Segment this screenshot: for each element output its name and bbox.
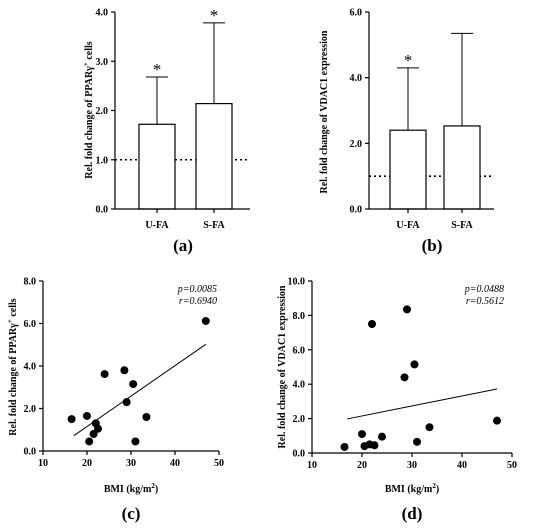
data-point <box>89 430 98 438</box>
y-tick-label: 4.0 <box>350 73 363 84</box>
panel-label: (b) <box>422 236 443 255</box>
panel-a-bar-chart: * U-FA * S-FA 0.0 1.0 2.0 3.0 4.0 Rel. fold chang… <box>82 6 250 255</box>
y-tick-label: 2.0 <box>24 404 37 415</box>
data-point <box>410 360 419 369</box>
panel-b-bar-chart: * U-FA S-FA 0.0 2.0 4.0 6.0 Rel. fold change of… <box>319 8 494 255</box>
data-point <box>368 320 376 328</box>
y-axis-label: Rel. fold change of VDAC1 expression <box>319 30 330 193</box>
y-tick-label: 4.0 <box>293 380 306 391</box>
bar-u-fa <box>138 123 176 210</box>
data-point <box>85 437 94 446</box>
y-tick-label: 0.0 <box>96 205 109 216</box>
y-tick-label: 0.0 <box>293 449 306 460</box>
y-tick-label: 3.0 <box>96 57 109 68</box>
y-tick-label: 6.0 <box>350 8 363 19</box>
data-point <box>142 413 151 421</box>
y-tick-label: 6.0 <box>24 319 37 330</box>
data-point <box>129 380 138 389</box>
x-tick-label: S-FA <box>203 220 225 231</box>
y-axis-label: Rel. fold change of PPARγ+ cells <box>82 41 95 178</box>
x-tick-label: 10 <box>38 458 48 469</box>
bar-s-fa <box>195 103 233 210</box>
r-value: r=0.5612 <box>466 296 504 307</box>
x-tick-label: 10 <box>307 460 317 471</box>
data-point <box>100 370 109 379</box>
x-tick-label: 50 <box>507 460 517 471</box>
y-tick-label: 1.0 <box>96 155 109 166</box>
y-axis-label: Rel. fold change of VDAC1 expression <box>277 285 288 448</box>
bar-u-fa <box>389 129 427 210</box>
data-point <box>413 437 421 446</box>
y-tick-label: 6.0 <box>293 345 306 356</box>
data-point <box>493 416 501 425</box>
x-axis-label: BMI (kg/m2) <box>104 482 158 495</box>
x-tick-label: 40 <box>457 460 467 471</box>
data-point <box>83 411 91 420</box>
x-axis-label: BMI (kg/m2) <box>385 482 439 495</box>
y-tick-label: 2.0 <box>350 139 363 150</box>
regression-line <box>346 388 498 420</box>
x-tick-label: 30 <box>126 458 136 469</box>
data-point <box>120 366 129 375</box>
panel-label: (c) <box>122 504 141 523</box>
data-point <box>378 432 386 441</box>
data-point <box>94 424 102 433</box>
x-tick-label: 40 <box>170 458 180 469</box>
x-tick-label: 20 <box>82 458 92 469</box>
x-tick-label: 50 <box>214 458 224 469</box>
significance-marker: * <box>404 51 413 70</box>
x-tick-label: U-FA <box>145 220 169 231</box>
r-value: r=0.6940 <box>179 296 217 307</box>
x-tick-label: 20 <box>357 460 367 471</box>
y-tick-label: 0.0 <box>24 447 37 458</box>
significance-marker: * <box>153 60 162 79</box>
data-point <box>370 441 379 450</box>
y-tick-label: 4.0 <box>96 8 109 19</box>
p-value: p=0.0488 <box>464 284 504 295</box>
y-tick-label: 4.0 <box>24 362 37 373</box>
x-tick-label: S-FA <box>451 220 473 231</box>
data-point <box>358 430 366 439</box>
y-tick-label: 2.0 <box>96 106 109 117</box>
data-point <box>67 415 76 424</box>
data-point <box>400 373 409 382</box>
y-axis-label: Rel. fold change of PPARγ+ cells <box>6 298 19 435</box>
panel-label: (a) <box>173 236 193 255</box>
y-tick-label: 8.0 <box>293 311 306 322</box>
data-point <box>201 316 210 325</box>
significance-marker: * <box>210 6 219 25</box>
y-tick-label: 8.0 <box>24 277 37 288</box>
bar-s-fa <box>443 125 481 210</box>
y-tick-label: 10.0 <box>288 277 306 288</box>
data-point <box>122 398 131 407</box>
x-tick-label: U-FA <box>396 220 420 231</box>
data-point <box>340 442 349 451</box>
x-tick-label: 30 <box>407 460 417 471</box>
data-point <box>403 305 411 314</box>
data-point <box>131 437 140 446</box>
data-point <box>425 423 434 432</box>
y-tick-label: 2.0 <box>293 414 306 425</box>
p-value: p=0.0085 <box>177 284 217 295</box>
panel-label: (d) <box>402 504 423 523</box>
y-tick-label: 0.0 <box>350 205 363 216</box>
